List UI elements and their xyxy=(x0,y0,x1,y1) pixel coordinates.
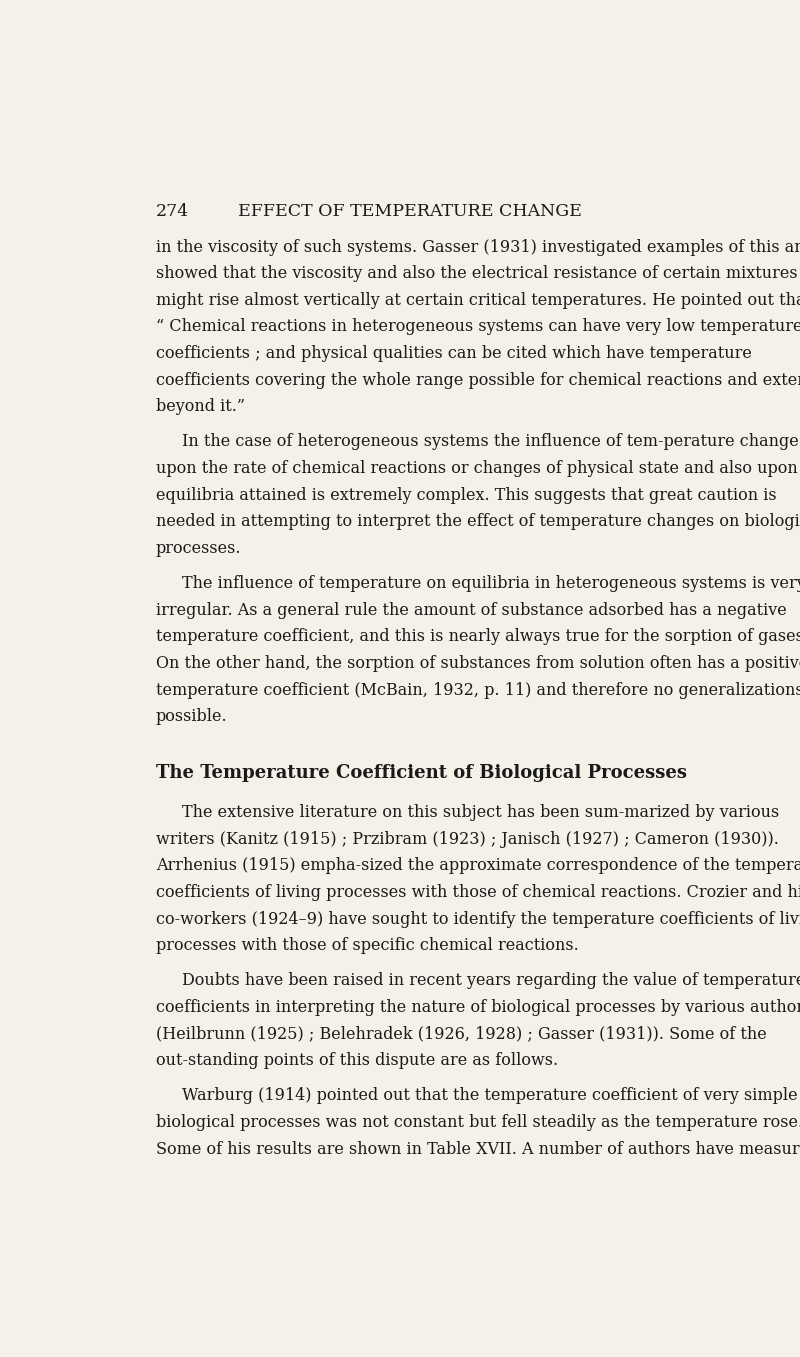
Text: “ Chemical reactions in heterogeneous systems can have very low temperature: “ Chemical reactions in heterogeneous sy… xyxy=(156,319,800,335)
Text: equilibria attained is extremely complex. This suggests that great caution is: equilibria attained is extremely complex… xyxy=(156,487,777,503)
Text: Arrhenius (1915) empha-sized the approximate correspondence of the temperature: Arrhenius (1915) empha-sized the approxi… xyxy=(156,858,800,874)
Text: Warburg (1914) pointed out that the temperature coefficient of very simple: Warburg (1914) pointed out that the temp… xyxy=(182,1087,798,1105)
Text: coefficients of living processes with those of chemical reactions. Crozier and h: coefficients of living processes with th… xyxy=(156,883,800,901)
Text: The influence of temperature on equilibria in heterogeneous systems is very: The influence of temperature on equilibr… xyxy=(182,575,800,592)
Text: In the case of heterogeneous systems the influence of tem-perature change both: In the case of heterogeneous systems the… xyxy=(182,433,800,451)
Text: co-workers (1924–9) have sought to identify the temperature coefficients of livi: co-workers (1924–9) have sought to ident… xyxy=(156,911,800,928)
Text: coefficients ; and physical qualities can be cited which have temperature: coefficients ; and physical qualities ca… xyxy=(156,345,752,362)
Text: EFFECT OF TEMPERATURE CHANGE: EFFECT OF TEMPERATURE CHANGE xyxy=(238,202,582,220)
Text: beyond it.”: beyond it.” xyxy=(156,399,245,415)
Text: processes with those of specific chemical reactions.: processes with those of specific chemica… xyxy=(156,938,578,954)
Text: possible.: possible. xyxy=(156,708,227,725)
Text: showed that the viscosity and also the electrical resistance of certain mixtures: showed that the viscosity and also the e… xyxy=(156,265,798,282)
Text: might rise almost vertically at certain critical temperatures. He pointed out th: might rise almost vertically at certain … xyxy=(156,292,800,309)
Text: processes.: processes. xyxy=(156,540,242,556)
Text: upon the rate of chemical reactions or changes of physical state and also upon t: upon the rate of chemical reactions or c… xyxy=(156,460,800,478)
Text: in the viscosity of such systems. Gasser (1931) investigated examples of this an: in the viscosity of such systems. Gasser… xyxy=(156,239,800,255)
Text: The extensive literature on this subject has been sum-marized by various: The extensive literature on this subject… xyxy=(182,805,779,821)
Text: 274: 274 xyxy=(156,202,189,220)
Text: irregular. As a general rule the amount of substance adsorbed has a negative: irregular. As a general rule the amount … xyxy=(156,601,786,619)
Text: temperature coefficient, and this is nearly always true for the sorption of gase: temperature coefficient, and this is nea… xyxy=(156,628,800,646)
Text: biological processes was not constant but fell steadily as the temperature rose.: biological processes was not constant bu… xyxy=(156,1114,800,1130)
Text: Some of his results are shown in Table XVII. A number of authors have measured: Some of his results are shown in Table X… xyxy=(156,1141,800,1158)
Text: temperature coefficient (McBain, 1932, p. 11) and therefore no generalizations a: temperature coefficient (McBain, 1932, p… xyxy=(156,681,800,699)
Text: coefficients in interpreting the nature of biological processes by various autho: coefficients in interpreting the nature … xyxy=(156,999,800,1016)
Text: The Temperature Coefficient of Biological Processes: The Temperature Coefficient of Biologica… xyxy=(156,764,686,782)
Text: Doubts have been raised in recent years regarding the value of temperature: Doubts have been raised in recent years … xyxy=(182,973,800,989)
Text: writers (Kanitz (1915) ; Przibram (1923) ; Janisch (1927) ; Cameron (1930)).: writers (Kanitz (1915) ; Przibram (1923)… xyxy=(156,830,778,848)
Text: On the other hand, the sorption of substances from solution often has a positive: On the other hand, the sorption of subst… xyxy=(156,655,800,672)
Text: needed in attempting to interpret the effect of temperature changes on biologica: needed in attempting to interpret the ef… xyxy=(156,513,800,531)
Text: (Heilbrunn (1925) ; Belehradek (1926, 1928) ; Gasser (1931)). Some of the: (Heilbrunn (1925) ; Belehradek (1926, 19… xyxy=(156,1026,766,1042)
Text: out-standing points of this dispute are as follows.: out-standing points of this dispute are … xyxy=(156,1052,558,1069)
Text: coefficients covering the whole range possible for chemical reactions and extend: coefficients covering the whole range po… xyxy=(156,372,800,388)
